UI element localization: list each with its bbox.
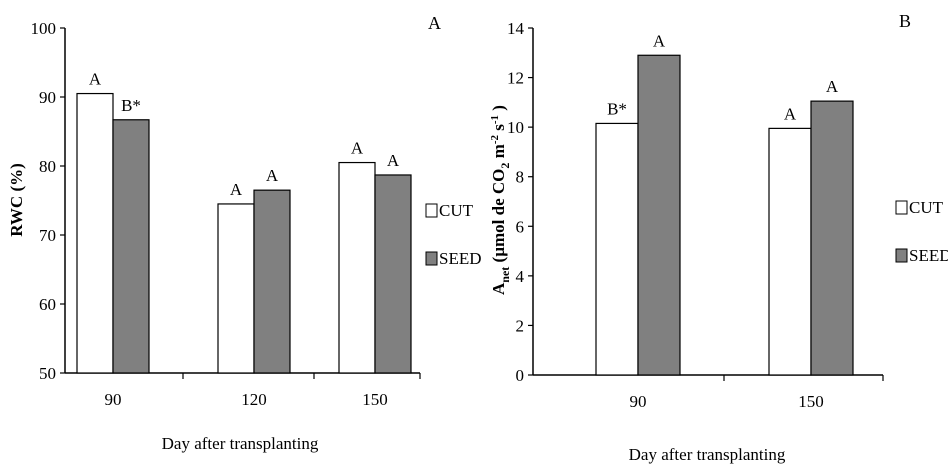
panel-a-bar-label-seed-90: B* [121, 96, 141, 115]
panel-b-legend-swatch-cut [895, 200, 908, 215]
panel-a-bar-label-cut-150: A [351, 139, 364, 158]
panel-b-bar-cut-150 [768, 127, 812, 376]
panel-b-y-tick-label: 6 [516, 217, 525, 236]
panel-a-y-tick-label: 60 [39, 295, 56, 314]
panel-a-bar-labels: A B* A A A A [89, 70, 400, 199]
panel-b-bar-cut-90 [595, 122, 639, 376]
panel-a-x-tick-label: 150 [362, 390, 388, 409]
panel-b-bar-label-seed-150: A [826, 77, 839, 96]
panel-b-bar-label-seed-90: A [653, 31, 666, 50]
panel-b-bar-labels: B* A A A [607, 31, 839, 123]
panel-a-bar-seed-120 [253, 189, 291, 374]
panel-b-x-tick-label: 90 [630, 392, 647, 411]
panel-a-bar-seed-150 [374, 174, 412, 374]
panel-b-bar-seed-150 [810, 100, 854, 376]
panel-a-bars [76, 92, 412, 374]
panel-b-bar-label-cut-90: B* [607, 99, 627, 118]
panel-a-bar-cut-90 [76, 92, 114, 374]
panel-a-x-tick-label: 120 [241, 390, 267, 409]
panel-a-bar-label-cut-90: A [89, 70, 102, 89]
panel-a-legend-swatch-cut [425, 203, 438, 218]
panel-b-legend-label-seed: SEED [909, 246, 948, 265]
panel-a-legend-label-cut: CUT [439, 201, 474, 220]
panel-b-y-axis-title: Anet (µmol de CO2 m-2 s-1 ) [489, 105, 512, 295]
panel-b-y-tick-label: 2 [516, 316, 525, 335]
panel-b-bars [595, 54, 854, 376]
panel-a-bar-label-seed-120: A [266, 166, 279, 185]
panel-a-y-tick-label: 100 [31, 19, 57, 38]
panel-b-y-tick-label: 8 [516, 168, 525, 187]
panel-a-y-tick-label: 50 [39, 364, 56, 383]
panel-b-x-ticks: 90 150 [630, 375, 884, 411]
panel-a-bar-label-seed-150: A [387, 151, 400, 170]
panel-b-y-tick-label: 12 [507, 69, 524, 88]
panel-a: 50 60 70 80 90 100 90 120 150 A B* A A A A A RWC (%)… [7, 13, 482, 453]
panel-b-legend-swatch-seed [895, 248, 908, 263]
panel-a-x-ticks: 90 120 150 [105, 373, 421, 409]
panel-b-y-tick-label: 4 [516, 267, 525, 286]
panel-b-bar-seed-90 [637, 54, 681, 376]
panel-a-legend-swatch-seed [425, 251, 438, 266]
panel-a-legend-label-seed: SEED [439, 249, 482, 268]
panel-b-letter: B [899, 11, 911, 31]
panel-b-legend-label-cut: CUT [909, 198, 944, 217]
panel-a-y-ticks: 50 60 70 80 90 100 [31, 19, 65, 383]
panel-b-bar-label-cut-150: A [784, 104, 797, 123]
panel-b-y-ticks: 0 2 4 6 8 10 12 14 [507, 19, 533, 385]
panel-a-y-axis-title: RWC (%) [7, 163, 26, 237]
panel-a-y-tick-label: 70 [39, 226, 56, 245]
panel-b-x-tick-label: 150 [798, 392, 824, 411]
panel-a-letter: A [428, 13, 441, 33]
panel-b-y-tick-label: 10 [507, 118, 524, 137]
panel-a-y-tick-label: 80 [39, 157, 56, 176]
panel-b-y-tick-label: 0 [516, 366, 525, 385]
panel-b-x-axis-title: Day after transplanting [629, 445, 786, 464]
panel-a-bar-cut-120 [217, 203, 255, 374]
panel-a-bar-cut-150 [338, 161, 376, 374]
panel-a-y-tick-label: 90 [39, 88, 56, 107]
panel-a-legend: CUT SEED [425, 201, 482, 268]
panel-b-legend: CUT SEED [895, 198, 948, 265]
panel-b-y-tick-label: 14 [507, 19, 525, 38]
panel-a-bar-label-cut-120: A [230, 180, 243, 199]
panel-a-x-axis-title: Day after transplanting [162, 434, 319, 453]
panel-b: 0 2 4 6 8 10 12 14 90 150 B* A A A B Anet (µmol de … [489, 11, 948, 464]
panel-a-x-tick-label: 90 [105, 390, 122, 409]
panel-a-bar-seed-90 [112, 119, 150, 374]
